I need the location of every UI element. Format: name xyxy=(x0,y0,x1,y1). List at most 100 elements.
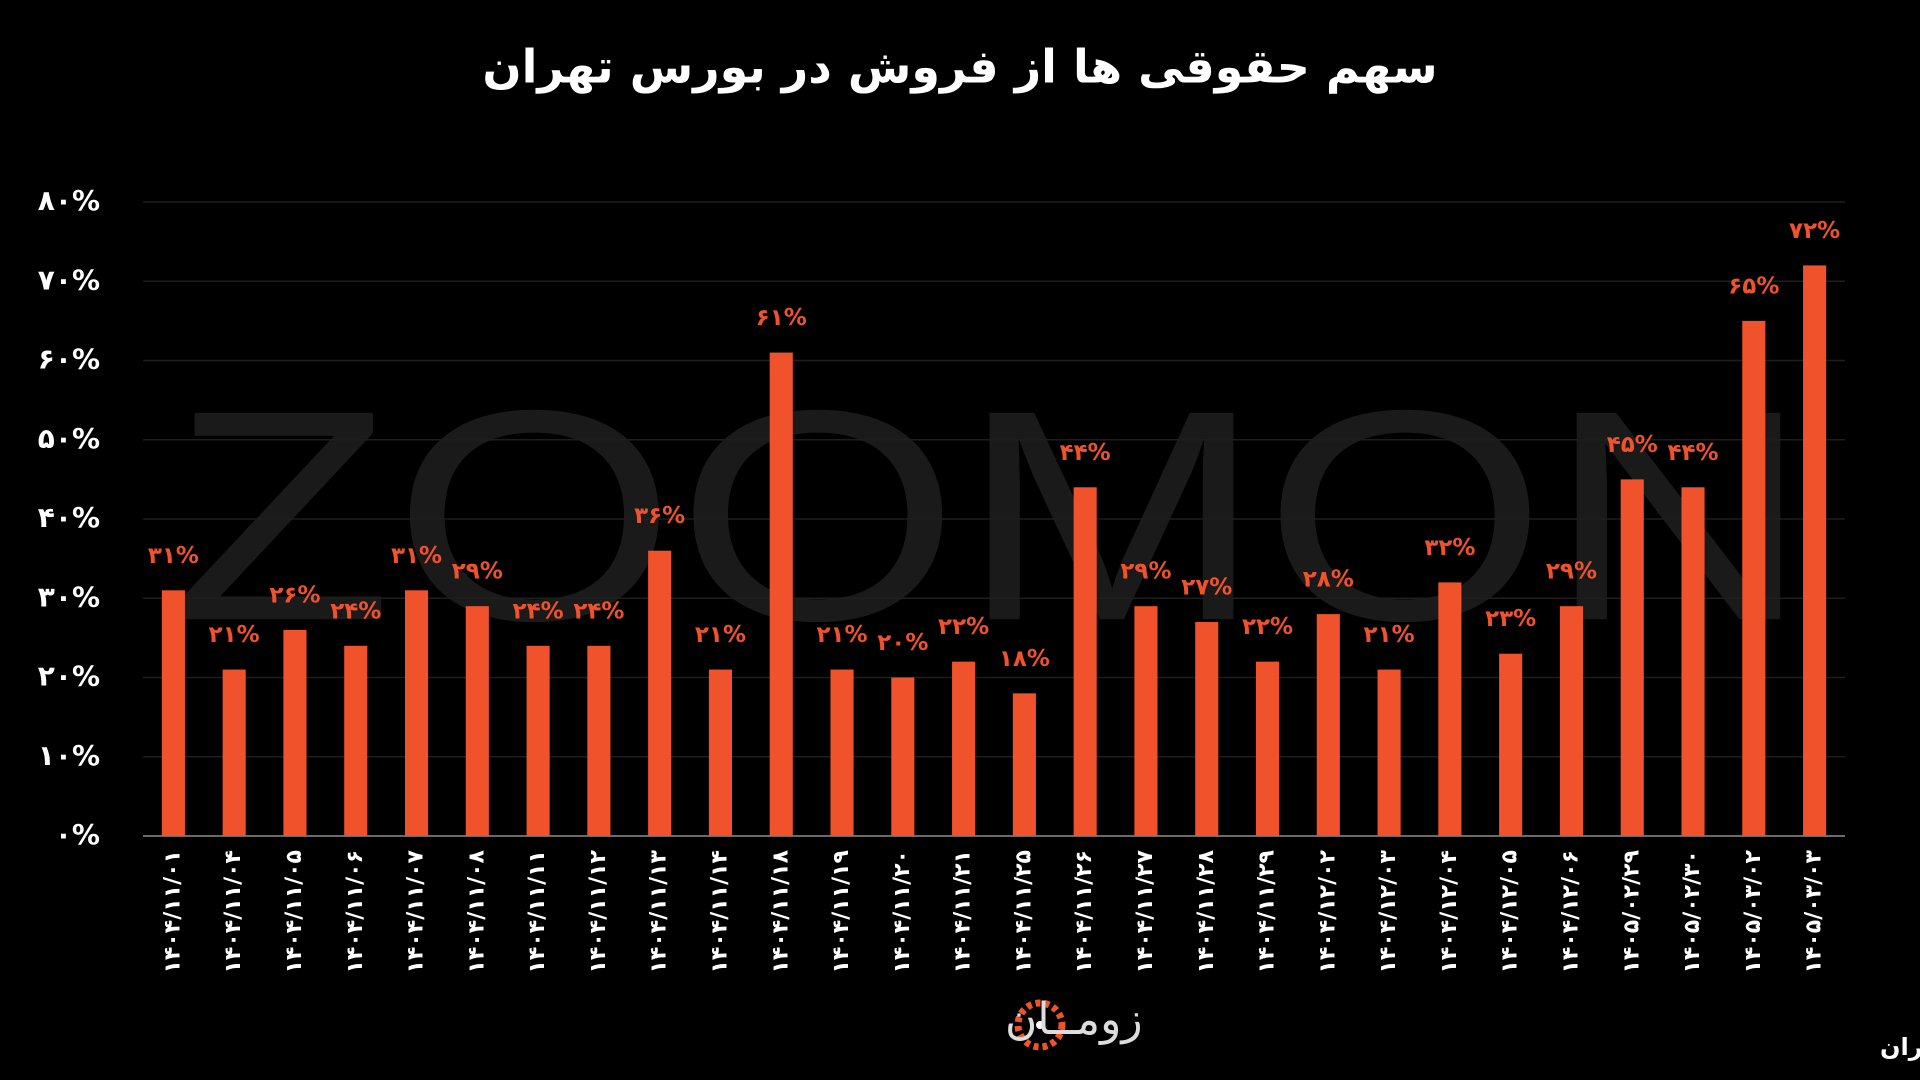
bar xyxy=(1499,653,1523,836)
value-label: ۷۲% xyxy=(1789,218,1840,244)
value-label: ۲۹% xyxy=(452,559,503,585)
x-tick-label: ۱۴۰۴/۱۱/۰۶ xyxy=(343,850,368,974)
value-label: ۲۰% xyxy=(877,630,928,656)
value-label: ۲۶% xyxy=(269,582,320,608)
bar xyxy=(1438,582,1462,836)
bar xyxy=(465,606,489,836)
value-label: ۲۱% xyxy=(816,622,867,648)
x-tick-label: ۱۴۰۴/۱۱/۱۲ xyxy=(586,849,611,973)
bar xyxy=(283,629,307,836)
x-tick-label: ۱۴۰۴/۱۱/۰۵ xyxy=(282,850,307,974)
value-label: ۴۴% xyxy=(1667,440,1718,466)
bar xyxy=(1195,622,1219,836)
bar xyxy=(526,645,550,836)
value-label: ۳۱% xyxy=(148,543,199,569)
bar xyxy=(891,677,915,836)
x-tick-label: ۱۴۰۴/۱۱/۰۷ xyxy=(404,849,429,973)
x-tick-label: ۱۴۰۴/۱۱/۲۷ xyxy=(1133,849,1158,973)
x-tick-label: ۱۴۰۴/۱۱/۲۰ xyxy=(890,850,915,974)
x-tick-label: ۱۴۰۵/۰۲/۳۰ xyxy=(1680,850,1705,974)
bar xyxy=(1255,661,1280,836)
x-tick-label: ۱۴۰۴/۱۱/۱۹ xyxy=(829,850,854,974)
x-tick-label: ۱۴۰۴/۱۲/۰۲ xyxy=(1315,849,1340,973)
y-tick-label: ۸۰% xyxy=(38,184,100,217)
y-tick-label: ۵۰% xyxy=(38,422,100,455)
source: منبع: بورس تهران xyxy=(1880,1033,1920,1061)
x-tick-label: ۱۴۰۴/۱۱/۲۶ xyxy=(1072,850,1097,974)
bar xyxy=(1316,614,1340,836)
bar xyxy=(1681,487,1705,836)
value-label: ۲۱% xyxy=(1364,622,1415,648)
bar xyxy=(1073,487,1097,836)
x-tick-label: ۱۴۰۴/۱۱/۲۸ xyxy=(1194,849,1219,973)
bar xyxy=(344,645,368,836)
value-label: ۲۴% xyxy=(573,598,624,624)
bar xyxy=(1134,606,1158,836)
value-label: ۲۷% xyxy=(1181,575,1232,601)
value-label: ۲۳% xyxy=(1485,606,1536,632)
x-tick-label: ۱۴۰۴/۱۱/۱۸ xyxy=(768,849,793,973)
value-label: ۴۵% xyxy=(1607,432,1658,458)
logo-dot xyxy=(1036,1021,1044,1029)
logo-icon xyxy=(1014,999,1066,1051)
bar xyxy=(1742,320,1766,836)
bar xyxy=(1620,479,1644,836)
bar xyxy=(404,590,429,836)
value-label: ۲۹% xyxy=(1120,559,1171,585)
watermark: ZOOMON xyxy=(170,347,1810,683)
x-tick-label: ۱۴۰۵/۰۳/۰۳ xyxy=(1802,849,1827,973)
x-tick-label: ۱۴۰۴/۱۱/۲۹ xyxy=(1255,850,1280,974)
value-label: ۶۵% xyxy=(1728,273,1779,299)
y-tick-label: ۶۰% xyxy=(38,343,100,376)
bar xyxy=(587,645,611,836)
x-tick-label: ۱۴۰۴/۱۱/۱۱ xyxy=(525,850,550,974)
logo-text: زومــان xyxy=(1005,994,1143,1045)
value-label: ۲۸% xyxy=(1303,567,1354,593)
bar xyxy=(1803,265,1827,836)
bar xyxy=(952,661,976,836)
value-label: ۲۱% xyxy=(695,622,746,648)
x-tick-label: ۱۴۰۵/۰۳/۰۲ xyxy=(1741,849,1766,973)
y-tick-label: ۰% xyxy=(55,818,100,851)
y-tick-label: ۳۰% xyxy=(38,580,100,613)
value-label: ۲۴% xyxy=(330,598,381,624)
x-tick-label: ۱۴۰۴/۱۲/۰۶ xyxy=(1558,850,1583,974)
value-label: ۲۲% xyxy=(938,614,989,640)
value-label: ۱۸% xyxy=(999,646,1050,672)
value-label: ۳۶% xyxy=(634,503,685,529)
value-label: ۲۹% xyxy=(1546,559,1597,585)
y-tick-label: ۷۰% xyxy=(38,263,100,296)
bar xyxy=(769,352,793,836)
x-tick-label: ۱۴۰۴/۱۲/۰۵ xyxy=(1498,850,1523,974)
x-tick-label: ۱۴۰۴/۱۱/۱۴ xyxy=(707,850,732,974)
bar xyxy=(1559,606,1584,836)
logo: زومــان xyxy=(1005,994,1143,1051)
x-tick-label: ۱۴۰۴/۱۱/۱۳ xyxy=(647,849,672,973)
y-tick-label: ۴۰% xyxy=(38,501,100,534)
value-label: ۲۴% xyxy=(513,598,564,624)
value-label: ۳۲% xyxy=(1424,535,1475,561)
bar xyxy=(222,669,246,836)
x-tick-label: ۱۴۰۵/۰۲/۲۹ xyxy=(1619,850,1644,974)
x-tick-label: ۱۴۰۴/۱۱/۰۸ xyxy=(464,849,489,973)
bar xyxy=(161,590,185,836)
x-tick-label: ۱۴۰۴/۱۱/۲۱ xyxy=(951,850,976,974)
x-tick-label: ۱۴۰۴/۱۱/۰۴ xyxy=(221,850,246,974)
value-label: ۶۱% xyxy=(756,305,807,331)
chart-title: سهم حقوقی ها از فروش در بورس تهران xyxy=(482,40,1437,94)
bar xyxy=(830,669,854,836)
value-label: ۲۱% xyxy=(209,622,260,648)
x-tick-label: ۱۴۰۴/۱۱/۲۵ xyxy=(1011,850,1036,974)
bar xyxy=(1377,669,1401,836)
x-tick-label: ۱۴۰۴/۱۲/۰۴ xyxy=(1437,850,1462,974)
bar xyxy=(1012,693,1036,836)
x-tick-label: ۱۴۰۴/۱۲/۰۳ xyxy=(1376,849,1401,973)
x-tick-label: ۱۴۰۴/۱۱/۰۱ xyxy=(160,850,185,974)
bar xyxy=(708,669,733,836)
bar xyxy=(648,550,672,836)
y-tick-label: ۲۰% xyxy=(38,660,100,693)
value-label: ۳۱% xyxy=(391,543,442,569)
value-label: ۴۴% xyxy=(1060,440,1111,466)
